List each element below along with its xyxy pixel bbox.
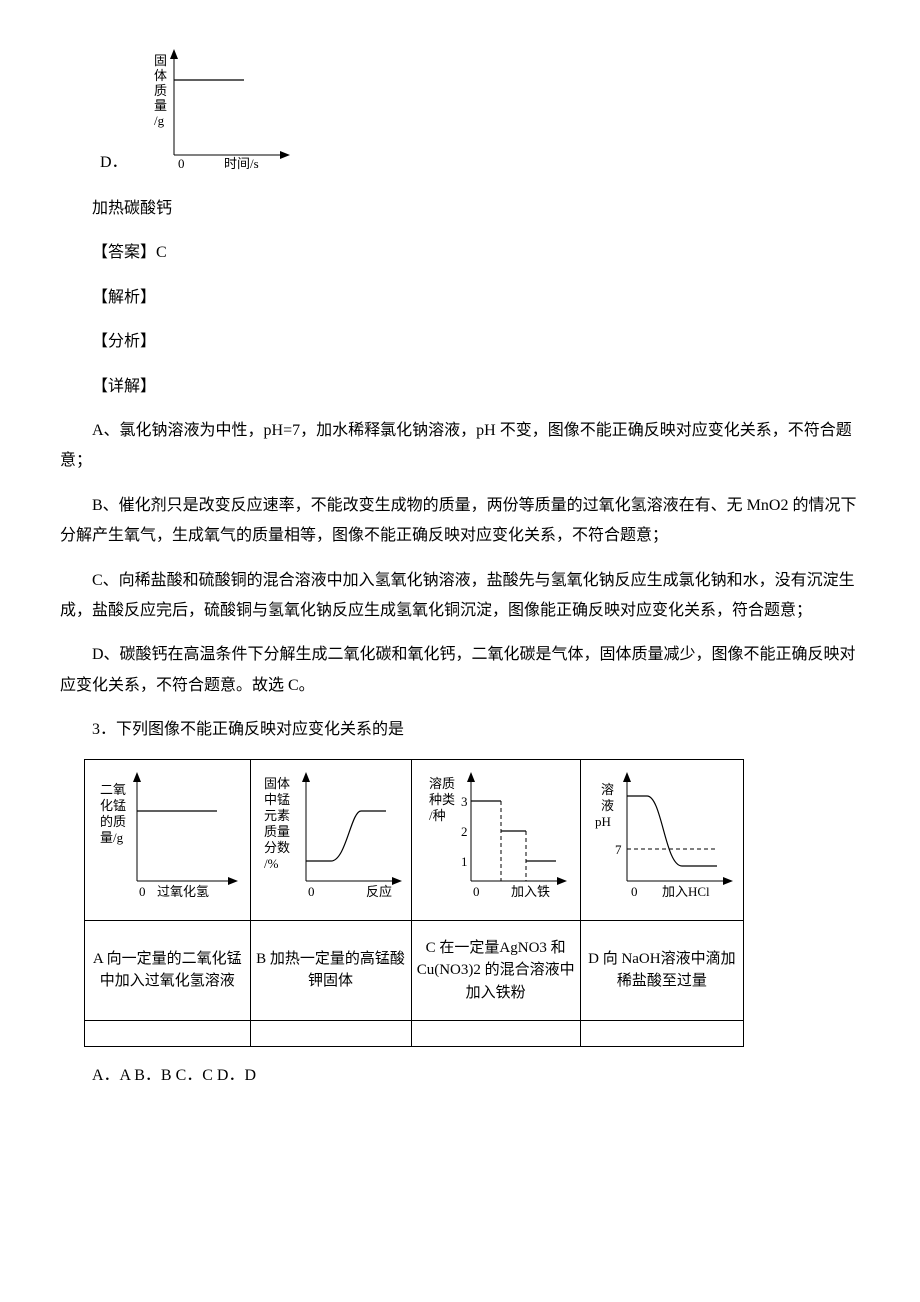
svg-text:种类: 种类 — [429, 792, 455, 807]
svg-text:加入铁: 加入铁 — [511, 884, 550, 899]
section-analysis: 【解析】 — [92, 283, 860, 313]
svg-text:液: 液 — [601, 798, 614, 813]
explain-c: C、向稀盐酸和硫酸铜的混合溶液中加入氢氧化钠溶液，盐酸先与氢氧化钠反应生成氯化钠… — [60, 566, 860, 627]
svg-text:量/g: 量/g — [100, 830, 124, 845]
svg-text:固: 固 — [154, 53, 167, 68]
svg-text:质量: 质量 — [264, 824, 290, 839]
empty-cell — [580, 1020, 743, 1046]
svg-text:中锰: 中锰 — [264, 792, 290, 807]
cell-a-caption: A 向一定量的二氧化锰中加入过氧化氢溶液 — [85, 920, 251, 1020]
svg-text:0: 0 — [473, 884, 480, 899]
svg-text:分数: 分数 — [264, 840, 290, 855]
svg-text:0: 0 — [631, 884, 638, 899]
svg-text:0: 0 — [178, 156, 185, 171]
cell-c-caption: C 在一定量AgNO3 和Cu(NO3)2 的混合溶液中加入铁粉 — [411, 920, 580, 1020]
svg-text:溶: 溶 — [601, 782, 614, 797]
svg-text:2: 2 — [461, 824, 468, 839]
graph-d-svg: 固 体 质 量 /g 0 时间/s — [134, 40, 304, 180]
svg-text:质: 质 — [154, 83, 167, 98]
svg-text:0: 0 — [308, 884, 315, 899]
explain-b: B、催化剂只是改变反应速率，不能改变生成物的质量，两份等质量的过氧化氢溶液在有、… — [60, 491, 860, 552]
q3-choices: A．A B．B C．C D．D — [60, 1061, 860, 1091]
svg-text:反应: 反应 — [366, 884, 392, 899]
section-fenxi: 【分析】 — [92, 327, 860, 357]
cell-d-caption: D 向 NaOH溶液中滴加稀盐酸至过量 — [580, 920, 743, 1020]
svg-text:7: 7 — [615, 842, 622, 857]
option-d-letter: D． — [100, 148, 128, 178]
svg-text:化锰: 化锰 — [100, 798, 126, 813]
empty-cell — [85, 1020, 251, 1046]
svg-text:溶质: 溶质 — [429, 776, 455, 791]
svg-text:/%: /% — [264, 856, 279, 871]
q3-table: 二氧 化锰 的质 量/g 0 过氧化氢 固体 中锰 元素 质量 分数 /% — [84, 759, 744, 1047]
cell-a-graph: 二氧 化锰 的质 量/g 0 过氧化氢 — [85, 760, 251, 921]
svg-text:0: 0 — [139, 884, 146, 899]
svg-text:元素: 元素 — [264, 808, 290, 823]
svg-text:时间/s: 时间/s — [224, 156, 259, 171]
svg-text:/g: /g — [154, 113, 165, 128]
explain-a: A、氯化钠溶液为中性，pH=7，加水稀释氯化钠溶液，pH 不变，图像不能正确反映… — [60, 416, 860, 477]
svg-text:二氧: 二氧 — [100, 782, 126, 797]
svg-text:3: 3 — [461, 794, 468, 809]
svg-text:量: 量 — [154, 98, 167, 113]
svg-text:1: 1 — [461, 854, 468, 869]
cell-b-caption: B 加热一定量的高锰酸钾固体 — [250, 920, 411, 1020]
empty-cell — [250, 1020, 411, 1046]
explain-d: D、碳酸钙在高温条件下分解生成二氧化碳和氧化钙，二氧化碳是气体，固体质量减少，图… — [60, 640, 860, 701]
cell-d-graph: 溶 液 pH 7 0 加入HCl — [580, 760, 743, 921]
graph-d-caption: 加热碳酸钙 — [60, 194, 860, 224]
svg-text:固体: 固体 — [264, 776, 290, 791]
svg-text:过氧化氢: 过氧化氢 — [157, 884, 209, 899]
section-detail: 【详解】 — [92, 372, 860, 402]
q3-stem: 3．下列图像不能正确反映对应变化关系的是 — [60, 715, 860, 745]
svg-text:的质: 的质 — [100, 814, 126, 829]
empty-cell — [411, 1020, 580, 1046]
cell-c-graph: 溶质 种类 /种 3 2 1 0 加入铁 — [411, 760, 580, 921]
graph-d-block: D． 固 体 质 量 /g 0 时间/s — [100, 40, 860, 180]
answer-label: 【答案】C — [92, 238, 860, 268]
svg-text:加入HCl: 加入HCl — [662, 884, 710, 899]
cell-b-graph: 固体 中锰 元素 质量 分数 /% 0 反应 — [250, 760, 411, 921]
svg-text:体: 体 — [154, 68, 167, 83]
svg-text:pH: pH — [595, 814, 611, 829]
svg-text:/种: /种 — [429, 808, 446, 823]
